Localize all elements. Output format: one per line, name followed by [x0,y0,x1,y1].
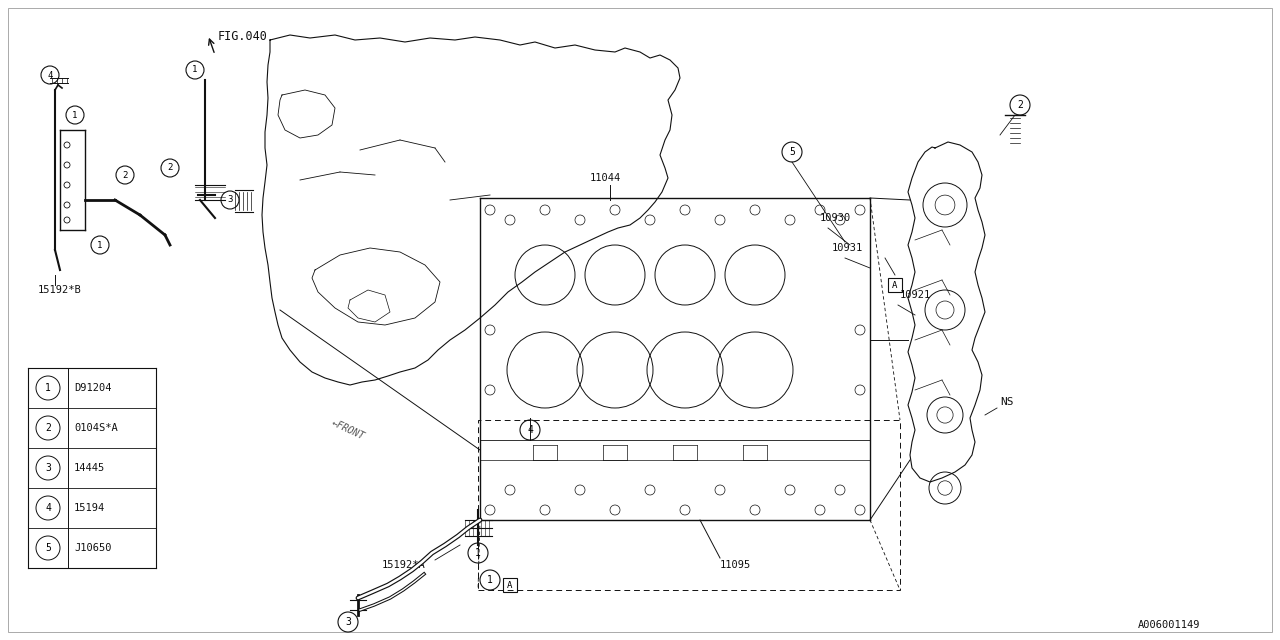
Text: 10930: 10930 [820,213,851,223]
Text: 15192*B: 15192*B [38,285,82,295]
Text: 15192*A: 15192*A [381,560,426,570]
Bar [503,578,517,592]
Text: 10931: 10931 [832,243,863,253]
Text: 1: 1 [45,383,51,393]
Text: A006001149: A006001149 [1138,620,1201,630]
Text: 1: 1 [475,548,481,558]
Text: 1: 1 [97,241,102,250]
Text: 15194: 15194 [74,503,105,513]
Text: 4: 4 [527,425,532,435]
Text: J10650: J10650 [74,543,111,553]
Text: ←FRONT: ←FRONT [330,418,366,442]
Text: 2: 2 [168,163,173,173]
Text: 1: 1 [192,65,197,74]
Text: 2: 2 [45,423,51,433]
Text: 1: 1 [488,575,493,585]
Text: A: A [507,580,513,589]
Text: 11044: 11044 [590,173,621,183]
Text: 14445: 14445 [74,463,105,473]
Text: 10921: 10921 [900,290,932,300]
Text: 1: 1 [72,111,78,120]
Text: 3: 3 [228,195,233,205]
Text: 11095: 11095 [719,560,751,570]
Text: 0104S*A: 0104S*A [74,423,118,433]
Text: FIG.040: FIG.040 [218,30,268,43]
Text: 3: 3 [346,617,351,627]
Text: 2: 2 [123,170,128,179]
Text: 3: 3 [45,463,51,473]
Text: 5: 5 [45,543,51,553]
Text: NS: NS [1000,397,1014,407]
Text: 5: 5 [788,147,795,157]
Text: 2: 2 [1018,100,1023,110]
Bar [888,278,902,292]
Text: 4: 4 [47,70,52,79]
Text: D91204: D91204 [74,383,111,393]
Bar [477,420,900,590]
Text: 4: 4 [45,503,51,513]
Text: A: A [892,280,897,289]
